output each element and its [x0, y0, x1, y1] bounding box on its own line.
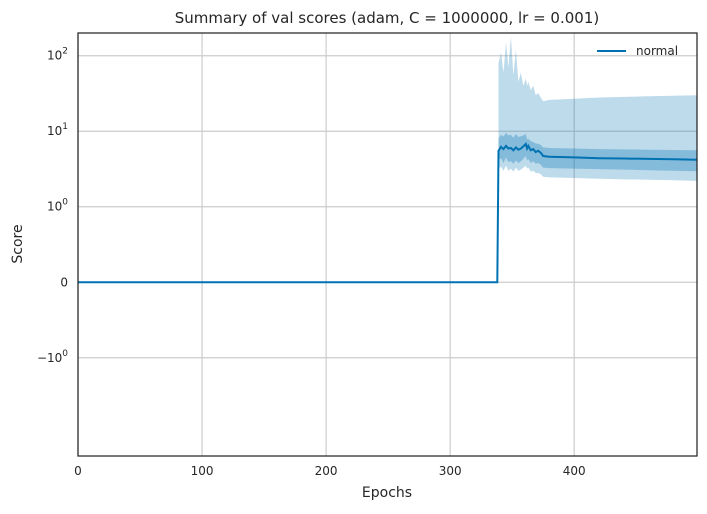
- legend-label-normal: normal: [636, 44, 678, 58]
- series-line-normal: [78, 141, 698, 284]
- series-lines: [78, 141, 698, 284]
- chart-title: Summary of val scores (adam, C = 1000000…: [175, 9, 599, 27]
- y-tick-label: 101: [47, 122, 68, 138]
- y-tick-label: 102: [47, 47, 68, 63]
- x-tick-label: 0: [74, 464, 82, 478]
- x-tick-labels: 0 100 200 300 400: [74, 464, 585, 478]
- confidence-bands: [498, 36, 697, 181]
- x-tick-label: 200: [315, 464, 338, 478]
- inner-band-normal: [498, 132, 697, 172]
- y-tick-label: 100: [47, 198, 68, 214]
- x-axis-label: Epochs: [362, 485, 412, 501]
- y-tick-label: −100: [37, 349, 68, 365]
- grid: [77, 33, 697, 456]
- x-tick-label: 400: [563, 464, 586, 478]
- y-tick-labels: 102 101 100 0 −100: [37, 47, 68, 365]
- legend: normal: [597, 44, 678, 58]
- x-tick-label: 100: [191, 464, 214, 478]
- y-axis-label: Score: [10, 224, 26, 263]
- plot-frame: [77, 32, 698, 457]
- x-tick-label: 300: [439, 464, 462, 478]
- outer-band-normal: [498, 36, 697, 181]
- y-tick-label: 0: [60, 275, 68, 289]
